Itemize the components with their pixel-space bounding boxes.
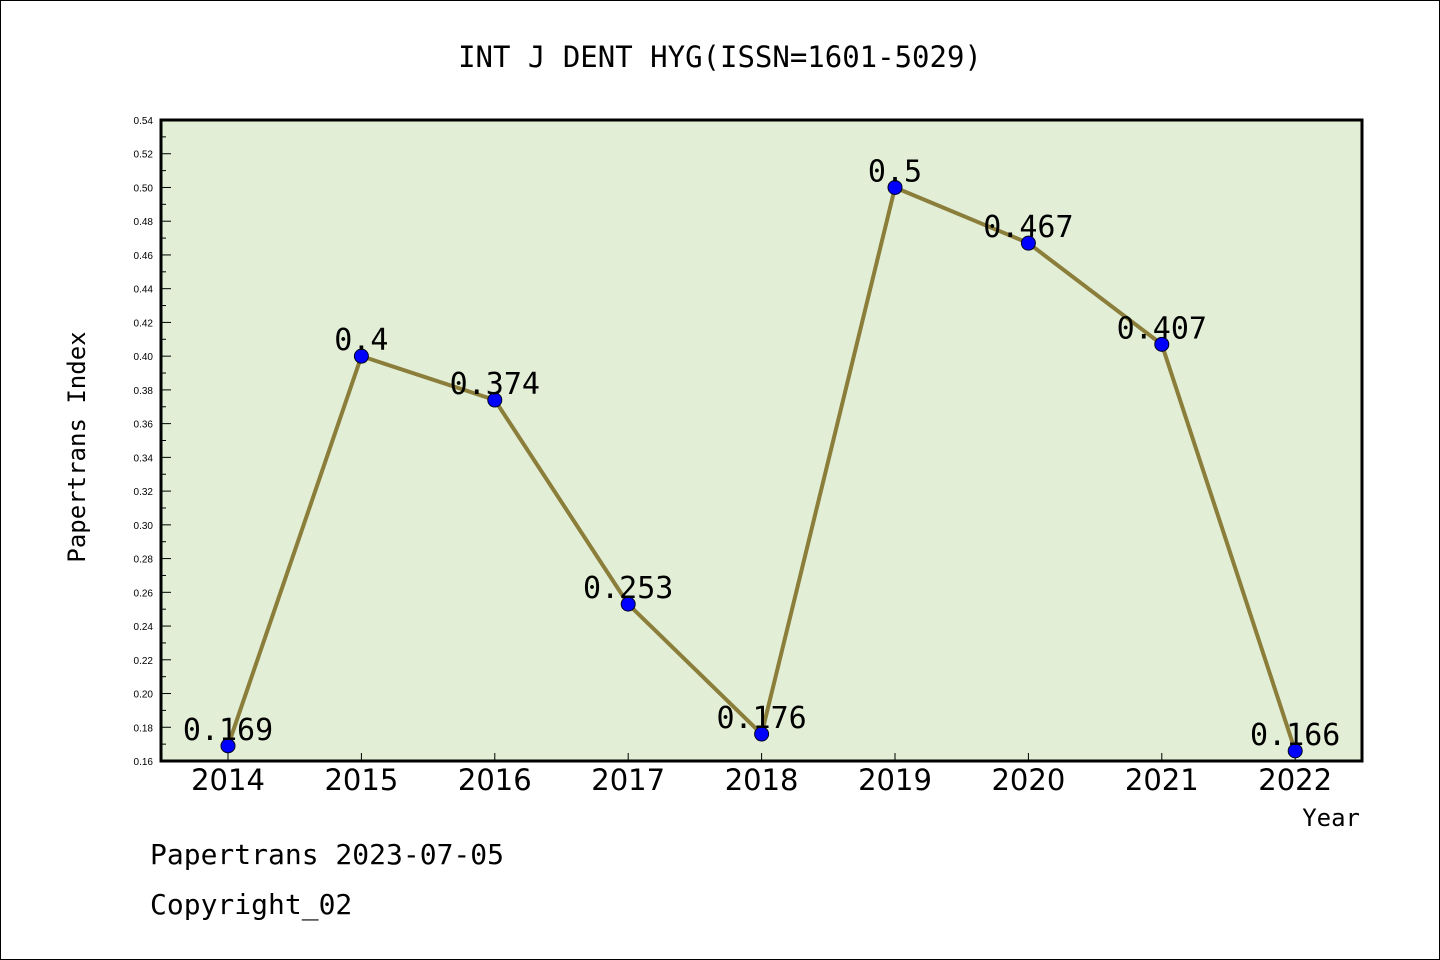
- y-tick-label: 0.28: [134, 555, 154, 566]
- x-tick-label: 2018: [725, 763, 799, 797]
- data-point: [754, 726, 770, 742]
- data-point: [1154, 336, 1170, 352]
- data-point: [620, 596, 636, 612]
- data-point: [1287, 743, 1303, 759]
- y-tick-label: 0.48: [134, 217, 154, 228]
- y-tick-label: 0.24: [134, 622, 154, 633]
- data-label: 0.374: [450, 367, 540, 402]
- y-tick-label: 0.34: [134, 453, 154, 464]
- y-tick-label: 0.20: [134, 690, 154, 701]
- data-point: [1020, 235, 1036, 251]
- y-tick-label: 0.30: [134, 521, 154, 532]
- x-tick-label: 2020: [991, 763, 1065, 797]
- y-tick-label: 0.50: [134, 183, 154, 194]
- x-axis-title: Year: [1302, 804, 1360, 832]
- data-label: 0.5: [868, 154, 922, 189]
- x-tick-label: 2019: [858, 763, 932, 797]
- x-tick-label: 2014: [191, 763, 265, 797]
- data-label: 0.467: [983, 210, 1073, 245]
- y-tick-label: 0.40: [134, 352, 154, 363]
- x-tick-label: 2021: [1125, 763, 1199, 797]
- data-point: [887, 179, 903, 195]
- data-point: [487, 392, 503, 408]
- x-tick-label: 2017: [591, 763, 665, 797]
- x-tick-label: 2015: [324, 763, 398, 797]
- y-tick-label: 0.42: [134, 318, 154, 329]
- footer-copyright: Copyright_02: [150, 888, 352, 922]
- y-axis: 0.16 0.18 0.20 0.22 0.24 0.26 0.28 0.30 0.32 0.34…: [134, 116, 171, 768]
- y-tick-label: 0.26: [134, 588, 154, 599]
- data-point: [220, 738, 236, 754]
- x-axis: 2014 2015 2016 2017 2018 2019 2020 2021 2022: [191, 753, 1332, 797]
- x-tick-label: 2022: [1258, 763, 1332, 797]
- x-tick-label: 2016: [458, 763, 532, 797]
- data-label: 0.166: [1250, 718, 1340, 753]
- y-tick-label: 0.22: [134, 656, 154, 667]
- chart-title: INT J DENT HYG(ISSN=1601-5029): [458, 40, 982, 74]
- footer-date: Papertrans 2023-07-05: [150, 838, 504, 871]
- y-tick-label: 0.52: [134, 150, 154, 161]
- y-tick-label: 0.18: [134, 723, 154, 734]
- data-point: [353, 348, 369, 364]
- data-label: 0.176: [716, 701, 806, 736]
- y-tick-label: 0.36: [134, 420, 154, 431]
- y-tick-label: 0.32: [134, 487, 154, 498]
- y-tick-label: 0.38: [134, 386, 154, 397]
- data-label: 0.4: [334, 323, 388, 358]
- y-tick-label: 0.46: [134, 251, 154, 262]
- y-axis-title: Papertrans Index: [63, 331, 91, 562]
- data-label: 0.253: [583, 571, 673, 606]
- series-line-group: 0.169 0.4 0.374 0.253 0.176 0.5 0.467 0.407 0.16…: [183, 154, 1340, 759]
- data-label: 0.407: [1117, 311, 1207, 346]
- y-tick-label: 0.44: [134, 285, 154, 296]
- y-tick-label: 0.54: [134, 116, 154, 127]
- y-tick-label: 0.16: [134, 757, 154, 768]
- data-label: 0.169: [183, 713, 273, 748]
- plot-area: [159, 118, 1364, 763]
